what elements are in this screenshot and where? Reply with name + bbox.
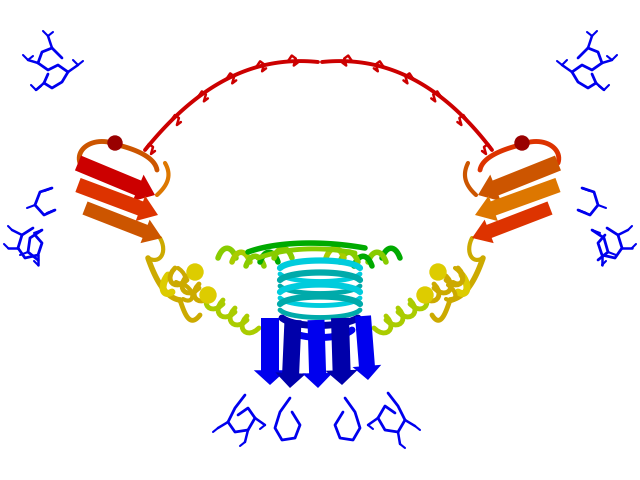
FancyArrow shape xyxy=(475,178,561,221)
Circle shape xyxy=(187,264,203,280)
FancyArrow shape xyxy=(254,318,286,385)
Circle shape xyxy=(430,264,446,280)
FancyArrow shape xyxy=(275,320,306,388)
Circle shape xyxy=(200,287,216,303)
FancyArrow shape xyxy=(83,202,162,243)
FancyArrow shape xyxy=(472,202,552,243)
FancyArrow shape xyxy=(302,320,333,388)
Circle shape xyxy=(515,136,529,150)
FancyArrow shape xyxy=(76,178,158,221)
Circle shape xyxy=(108,136,122,150)
FancyArrow shape xyxy=(75,156,155,201)
FancyArrow shape xyxy=(353,315,381,380)
FancyArrow shape xyxy=(325,318,358,385)
FancyArrow shape xyxy=(478,156,561,201)
Circle shape xyxy=(417,287,433,303)
